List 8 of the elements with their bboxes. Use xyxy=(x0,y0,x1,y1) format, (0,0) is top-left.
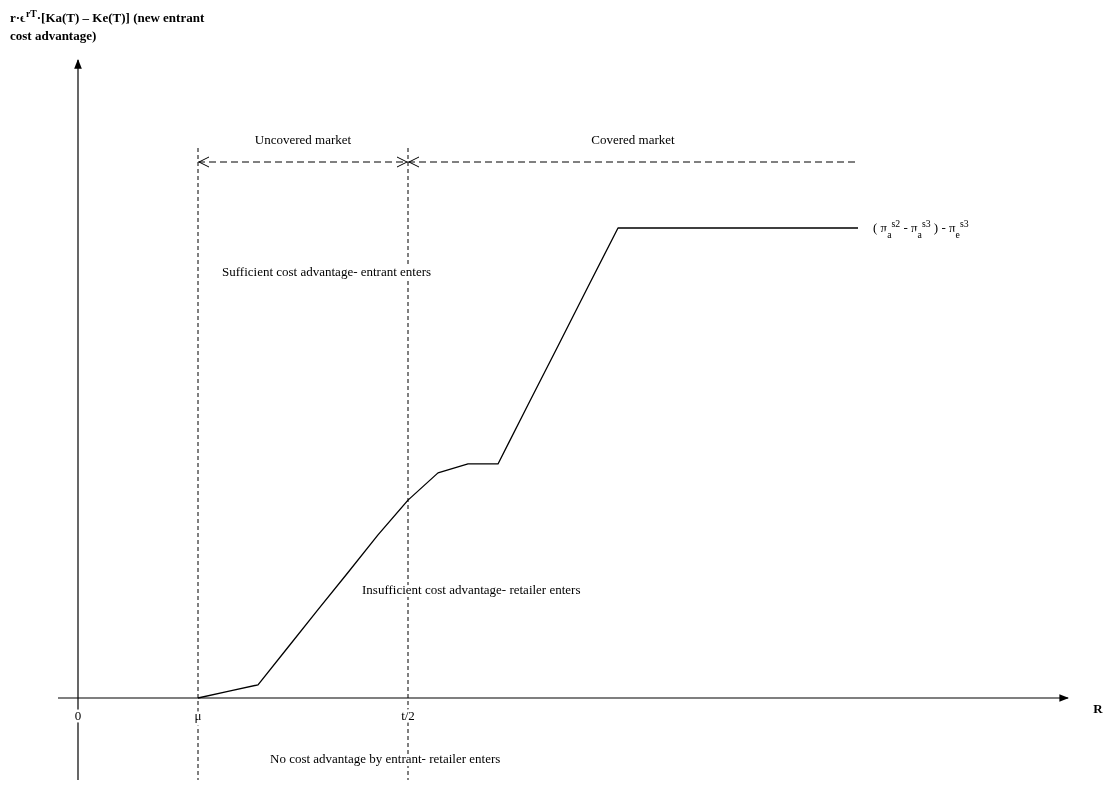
text: Covered market xyxy=(591,132,676,147)
text: No cost advantage by entrant- retailer enters xyxy=(270,751,501,766)
annotation: Sufficient cost advantage- entrant enters xyxy=(222,264,432,279)
annotation: Insufficient cost advantage- retailer enters xyxy=(362,582,581,597)
x-axis-title: R xyxy=(1093,701,1104,716)
text: Uncovered market xyxy=(254,132,352,147)
x-tick-label: μ xyxy=(194,708,202,723)
x-tick-label: t/2 xyxy=(401,708,415,723)
